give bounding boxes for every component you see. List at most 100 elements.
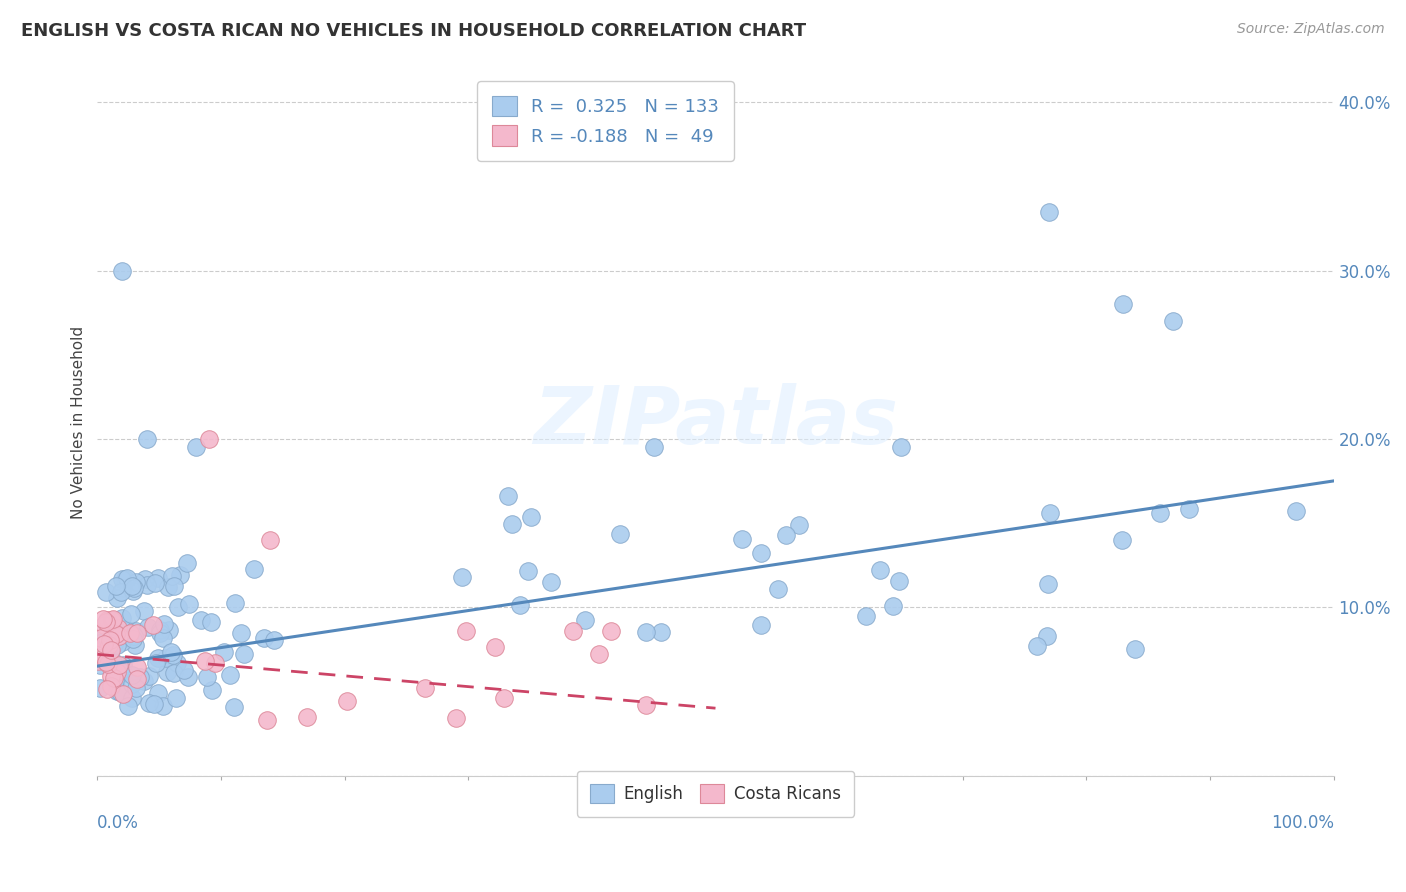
Point: [100, 679, 122, 693]
Point: [194, 654, 217, 668]
Point: [101, 653, 124, 667]
Point: [101, 612, 124, 626]
Point: [134, 603, 156, 617]
Point: [197, 432, 219, 446]
Point: [243, 562, 266, 576]
Point: [263, 633, 285, 648]
Point: [160, 645, 183, 659]
Point: [156, 665, 179, 679]
Point: [108, 664, 131, 678]
Point: [122, 632, 145, 646]
Point: [609, 527, 631, 541]
Point: [787, 517, 810, 532]
Point: [89, 636, 111, 650]
Point: [145, 657, 167, 671]
Point: [125, 672, 148, 686]
Point: [501, 517, 523, 532]
Point: [125, 626, 148, 640]
Point: [1149, 507, 1171, 521]
Point: [165, 690, 187, 705]
Point: [111, 635, 134, 649]
Point: [224, 699, 246, 714]
Point: [135, 432, 157, 446]
Point: [173, 663, 195, 677]
Point: [142, 618, 165, 632]
Point: [107, 657, 129, 672]
Point: [195, 670, 218, 684]
Point: [561, 624, 583, 638]
Point: [107, 591, 129, 605]
Point: [111, 658, 134, 673]
Point: [101, 613, 124, 627]
Point: [108, 629, 131, 643]
Point: [105, 671, 128, 685]
Point: [256, 714, 278, 728]
Point: [163, 666, 186, 681]
Point: [104, 627, 127, 641]
Point: [169, 568, 191, 582]
Text: ZIPatlas: ZIPatlas: [533, 383, 898, 461]
Point: [136, 577, 159, 591]
Point: [121, 579, 143, 593]
Point: [177, 669, 200, 683]
Point: [751, 546, 773, 560]
Point: [1036, 577, 1059, 591]
Point: [152, 699, 174, 714]
Point: [111, 263, 134, 277]
Point: [110, 585, 132, 599]
Point: [1111, 533, 1133, 547]
Point: [149, 625, 172, 640]
Point: [149, 623, 172, 637]
Point: [105, 665, 128, 679]
Point: [142, 697, 165, 711]
Point: [588, 648, 610, 662]
Point: [105, 638, 128, 652]
Point: [100, 618, 122, 632]
Point: [1036, 628, 1059, 642]
Point: [766, 582, 789, 597]
Point: [444, 711, 467, 725]
Point: [454, 624, 477, 638]
Point: [124, 581, 146, 595]
Point: [186, 440, 208, 454]
Point: [650, 624, 672, 639]
Point: [297, 709, 319, 723]
Point: [125, 659, 148, 673]
Point: [117, 699, 139, 714]
Point: [492, 690, 515, 705]
Point: [201, 683, 224, 698]
Point: [100, 669, 122, 683]
Point: [634, 625, 657, 640]
Point: [1038, 204, 1060, 219]
Point: [574, 613, 596, 627]
Point: [124, 681, 146, 695]
Point: [121, 584, 143, 599]
Point: [869, 563, 891, 577]
Point: [177, 597, 200, 611]
Point: [114, 572, 136, 586]
Point: [105, 683, 128, 698]
Point: [112, 581, 135, 595]
Point: [887, 574, 910, 589]
Point: [124, 629, 146, 643]
Point: [166, 656, 188, 670]
Point: [1178, 502, 1201, 516]
Point: [101, 619, 124, 633]
Point: [111, 572, 134, 586]
Point: [121, 677, 143, 691]
Point: [145, 576, 167, 591]
Point: [224, 596, 246, 610]
Point: [118, 626, 141, 640]
Point: [190, 613, 212, 627]
Point: [882, 599, 904, 614]
Point: [200, 615, 222, 630]
Point: [1112, 297, 1135, 311]
Point: [87, 654, 110, 668]
Point: [163, 579, 186, 593]
Point: [1285, 504, 1308, 518]
Point: [204, 656, 226, 670]
Point: [636, 698, 658, 713]
Point: [212, 645, 235, 659]
Point: [89, 657, 111, 672]
Point: [100, 637, 122, 651]
